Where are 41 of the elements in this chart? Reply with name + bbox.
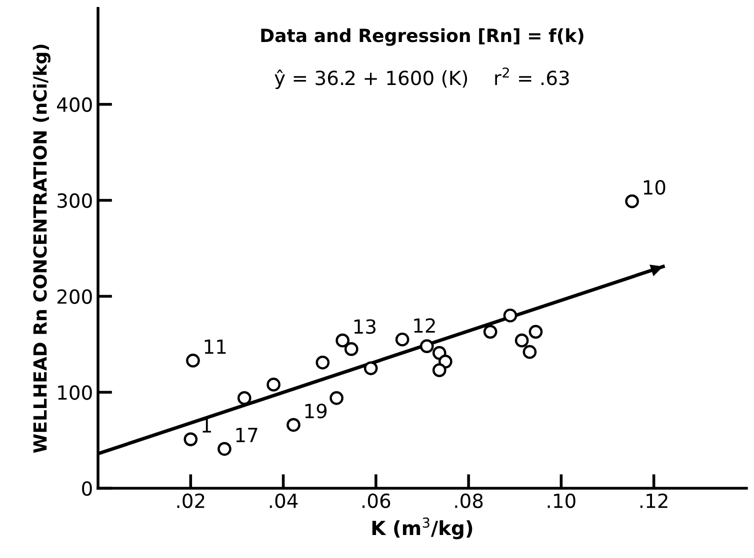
y-tick-label: 100 [58,385,92,400]
x-tick-label: .08 [455,493,483,508]
annotation: 19 [305,404,327,418]
y-tick-label: 200 [57,289,92,304]
point [364,361,378,376]
x-tick-label: .04 [270,493,298,508]
point [286,418,300,432]
point [625,194,639,208]
point [514,334,529,348]
text: Data and Regression [Rn] = f(k) [261,28,584,46]
point [432,363,446,378]
annotation: 17 [236,428,258,442]
x-tick-label: .06 [362,493,390,508]
point [316,356,330,370]
annotation: 11 [204,340,226,354]
x-axis-title: K (m$^{3}$/kg) [372,517,472,540]
x-tick-label: .10 [548,493,576,508]
point [237,391,252,405]
point [266,378,280,392]
annotation: 13 [354,319,376,334]
point [503,308,518,322]
point [522,345,537,359]
y-tick-label: 400 [56,97,92,112]
x-tick-label: .12 [640,493,668,508]
point [218,442,232,456]
y-tick-label: 300 [58,193,92,208]
point [528,324,543,339]
point [395,332,410,346]
point [344,342,358,356]
x-tick-label: .02 [177,493,204,508]
point [483,324,498,339]
annotation: 12 [414,318,435,333]
point [420,339,434,354]
point [184,432,198,446]
point [330,391,344,405]
text: ŷ = 36.2 + 1600 (K) r$^{2}$ = .63 [274,67,569,90]
y-axis-title: WELLHEAD Rn CONCENTRATION (nCi/kg) [32,44,50,453]
point [336,334,350,348]
point [186,354,200,368]
annotation: 10 [644,180,666,195]
y-tick-label: 0 [82,481,92,496]
